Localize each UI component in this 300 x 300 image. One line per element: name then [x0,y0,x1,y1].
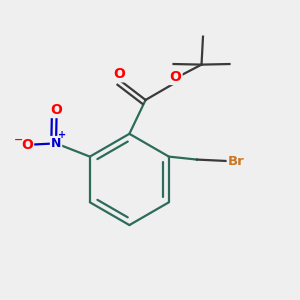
Text: O: O [21,138,33,152]
Text: O: O [170,70,182,84]
Text: +: + [58,130,67,140]
Text: −: − [14,134,24,145]
Text: Br: Br [228,154,244,167]
Text: N: N [51,137,61,150]
Text: O: O [114,67,126,81]
Text: O: O [51,103,62,117]
